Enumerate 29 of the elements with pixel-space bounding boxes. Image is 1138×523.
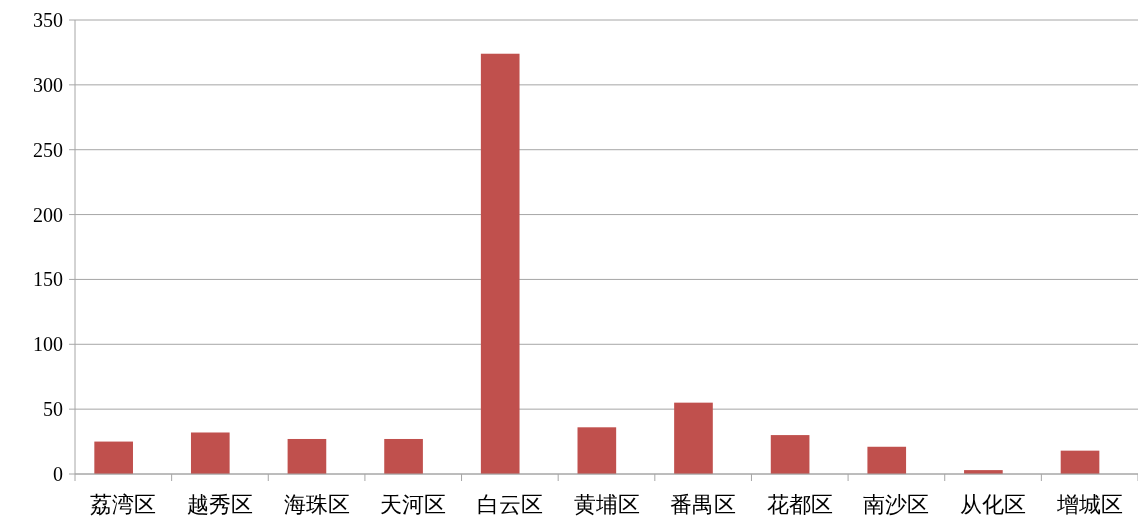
y-tick-label: 250	[33, 138, 63, 161]
bar	[674, 402, 713, 474]
bar	[287, 438, 327, 474]
y-tick-label: 50	[43, 398, 63, 421]
bar	[480, 53, 520, 474]
y-tick-label: 100	[33, 333, 63, 356]
bar	[94, 441, 133, 474]
x-tick-label: 白云区	[476, 492, 543, 517]
y-tick-label: 150	[33, 268, 63, 291]
x-tick-label: 天河区	[380, 492, 447, 517]
bar	[577, 427, 617, 474]
x-tick-label: 南沙区	[863, 492, 930, 517]
bar	[770, 435, 810, 474]
bar	[867, 446, 907, 474]
x-tick-label: 从化区	[960, 492, 1027, 517]
y-tick-label: 350	[33, 9, 63, 31]
bar	[1060, 450, 1100, 474]
x-tick-label: 海珠区	[283, 492, 350, 517]
x-tick-label: 花都区	[766, 492, 833, 517]
x-tick-label: 番禺区	[670, 492, 737, 517]
y-tick-label: 300	[33, 73, 63, 96]
bar	[190, 432, 230, 474]
y-tick-label: 200	[33, 203, 63, 226]
x-tick-label: 越秀区	[186, 492, 253, 517]
y-tick-label: 0	[53, 463, 63, 485]
x-tick-label: 荔湾区	[90, 492, 157, 517]
bar	[384, 438, 423, 474]
x-tick-label: 增城区	[1055, 492, 1123, 517]
x-tick-label: 黄埔区	[573, 492, 640, 517]
